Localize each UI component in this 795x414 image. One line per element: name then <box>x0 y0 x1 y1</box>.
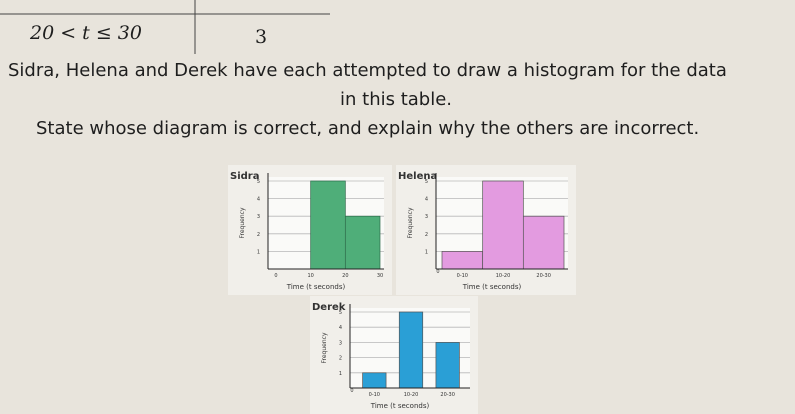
chart-name: Sidra <box>230 171 259 182</box>
x-tick-label: 30 <box>377 273 383 279</box>
histogram-chart: Helena Frequency Time (t seconds) 1 2 3 4 5 0 0-1… <box>396 165 576 295</box>
x-tick-label: 10 <box>307 273 313 279</box>
y-tick-label: 3 <box>425 214 428 220</box>
y-tick-label: 1 <box>339 371 342 377</box>
y-tick-label: 2 <box>425 232 428 238</box>
y-tick-label: 5 <box>425 179 428 185</box>
x-tick-label: 20-30 <box>536 273 551 279</box>
histogram-chart: Sidra Frequency Time (t seconds) 1 2 3 4 5 0 10 20… <box>228 165 392 295</box>
x-tick-label: 10-20 <box>404 392 419 398</box>
x-axis-label: Time (t seconds) <box>286 283 346 291</box>
x-axis-label: Time (t seconds) <box>370 402 430 410</box>
bar <box>441 251 484 270</box>
histogram-chart: Derek Frequency Time (t seconds) 1 2 3 4 5 0 0-10… <box>310 296 478 414</box>
y-tick-label: 4 <box>339 325 342 331</box>
interval-cell: 20 < t ≤ 30 <box>30 22 142 44</box>
x-tick-label: 0 <box>350 388 353 394</box>
question-line: Sidra, Helena and Derek have each attemp… <box>8 60 727 81</box>
y-axis-label: Frequency <box>407 207 414 238</box>
bar <box>398 311 424 389</box>
y-tick-label: 5 <box>339 310 342 316</box>
y-tick-label: 1 <box>257 249 260 255</box>
y-axis-label: Frequency <box>321 332 328 363</box>
y-tick-label: 3 <box>339 340 342 346</box>
chart-name: Helena <box>398 171 437 182</box>
x-tick-label: 0-10 <box>369 392 380 398</box>
y-tick-label: 3 <box>257 214 260 220</box>
bar <box>482 180 524 270</box>
x-axis-label: Time (t seconds) <box>462 283 522 291</box>
frequency-cell: 3 <box>255 26 268 48</box>
bar <box>344 215 381 270</box>
y-tick-label: 2 <box>339 356 342 362</box>
bar <box>310 180 346 270</box>
x-tick-label: 0 <box>436 269 439 275</box>
y-tick-label: 4 <box>425 197 428 203</box>
x-tick-label: 10-20 <box>496 273 511 279</box>
y-axis-label: Frequency <box>239 207 246 238</box>
x-tick-label: 20 <box>342 273 348 279</box>
bar <box>435 342 460 389</box>
question-line: in this table. <box>340 89 453 110</box>
y-tick-label: 4 <box>257 197 260 203</box>
y-tick-label: 2 <box>257 232 260 238</box>
bar <box>362 372 387 389</box>
bar <box>522 215 565 270</box>
x-tick-label: 0 <box>274 273 277 279</box>
y-tick-label: 1 <box>425 249 428 255</box>
chart-name: Derek <box>312 302 346 313</box>
x-tick-label: 0-10 <box>457 273 468 279</box>
x-tick-label: 20-30 <box>440 392 455 398</box>
question-line: State whose diagram is correct, and expl… <box>36 118 700 139</box>
y-tick-label: 5 <box>257 179 260 185</box>
